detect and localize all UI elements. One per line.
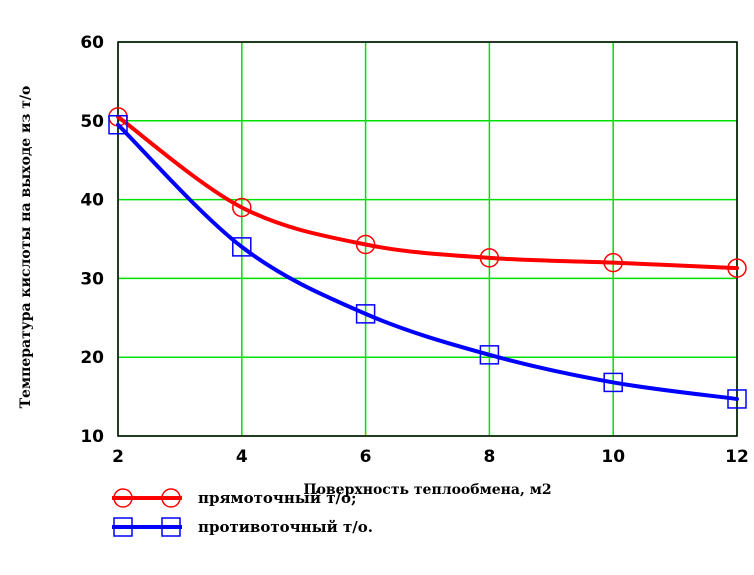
y-tick-label: 20 — [80, 348, 104, 368]
series-2-line — [116, 122, 739, 401]
series-2-point — [355, 304, 376, 324]
x-axis-title: Поверхность теплообмена, м2 — [303, 482, 551, 498]
series-2-point — [727, 389, 747, 409]
series-1 — [108, 107, 747, 278]
x-tick-label: 6 — [360, 447, 372, 467]
series-1-point — [727, 258, 747, 278]
y-tick-label: 10 — [80, 427, 104, 447]
series-2-point — [108, 114, 128, 135]
series-2-point — [603, 372, 623, 393]
series-2-point — [479, 345, 500, 365]
series-1-point — [355, 234, 376, 255]
legend-marker-symbol — [113, 488, 133, 508]
series-1-point — [603, 252, 623, 273]
legend-item-series-2: противоточный т/о. — [112, 517, 373, 537]
legend-marker-symbol — [161, 488, 181, 508]
series-2-point — [232, 237, 252, 257]
legend-label-series-2: противоточный т/о. — [198, 518, 373, 536]
x-tick-label: 8 — [483, 447, 495, 467]
y-tick-label: 50 — [80, 112, 104, 132]
series-1-line — [116, 114, 739, 271]
legend-marker-series-1 — [112, 488, 182, 508]
legend-item-series-1: прямоточный т/о; — [112, 488, 357, 508]
plot-area-frame — [117, 41, 738, 437]
legend-marker-symbol — [161, 517, 181, 537]
y-tick-label: 30 — [80, 269, 104, 289]
legend: прямоточный т/о; противоточный т/о. — [112, 488, 373, 537]
legend-marker-series-2 — [112, 517, 182, 537]
series-1-point — [232, 197, 252, 218]
series-layer — [108, 107, 747, 409]
series-1-point — [479, 248, 500, 268]
x-tick-label: 12 — [725, 447, 749, 467]
series-2 — [108, 114, 747, 409]
y-tick-label: 60 — [80, 33, 104, 53]
x-tick-label: 2 — [112, 447, 124, 467]
y-tick-label: 40 — [80, 191, 104, 211]
x-tick-label: 10 — [601, 447, 625, 467]
x-tick-label: 4 — [236, 447, 248, 467]
legend-label-series-1: прямоточный т/о; — [198, 489, 357, 507]
grid — [117, 41, 738, 437]
x-tick-labels: 2 4 6 8 10 12 — [112, 447, 749, 467]
y-tick-labels: 10 20 30 40 50 60 — [80, 33, 104, 447]
y-axis-title: Температура кислоты на выходе из т/о — [18, 86, 34, 409]
legend-marker-symbol — [113, 517, 133, 537]
